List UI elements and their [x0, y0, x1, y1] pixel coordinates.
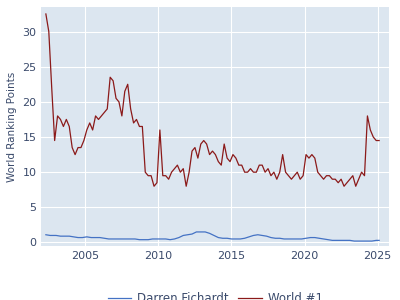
Darren Fichardt	[352, 239, 357, 243]
World #1	[154, 181, 159, 184]
Darren Fichardt	[234, 237, 238, 241]
World #1	[87, 121, 92, 125]
Y-axis label: World Ranking Points: World Ranking Points	[7, 71, 17, 182]
World #1	[339, 177, 344, 181]
Darren Fichardt	[190, 232, 194, 236]
Darren Fichardt	[154, 237, 159, 241]
World #1	[44, 12, 48, 16]
Line: World #1: World #1	[46, 14, 379, 186]
Darren Fichardt	[377, 238, 382, 242]
World #1	[152, 184, 156, 188]
Darren Fichardt	[111, 237, 116, 241]
World #1	[248, 167, 253, 170]
Darren Fichardt	[159, 237, 164, 241]
Line: Darren Fichardt: Darren Fichardt	[46, 232, 379, 241]
World #1	[120, 114, 124, 118]
Darren Fichardt	[194, 230, 199, 234]
Legend: Darren Fichardt, World #1: Darren Fichardt, World #1	[103, 288, 328, 300]
Darren Fichardt	[181, 234, 186, 237]
World #1	[172, 167, 177, 170]
World #1	[377, 139, 382, 142]
Darren Fichardt	[44, 233, 48, 237]
